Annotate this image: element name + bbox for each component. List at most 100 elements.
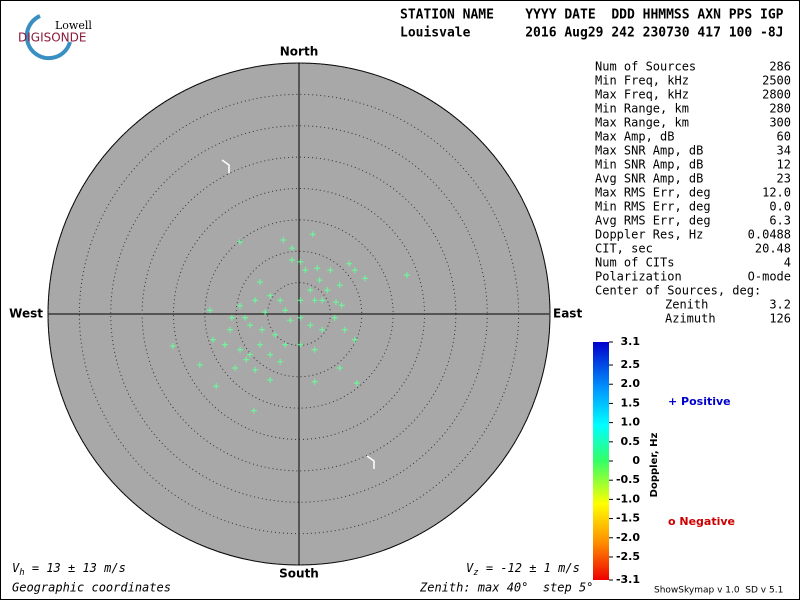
stat-value: 4 (784, 256, 791, 270)
source-point (302, 267, 309, 274)
stat-label: Polarization (595, 270, 682, 284)
source-point (226, 326, 233, 333)
stat-label: Max Range, km (595, 116, 689, 130)
coords: Geographic coordinates (12, 581, 171, 595)
source-point (267, 351, 274, 358)
source-point (282, 307, 289, 314)
center-value: 126 (769, 312, 791, 326)
vh-symbol: V (12, 561, 20, 575)
source-point (282, 341, 289, 348)
source-point (247, 351, 254, 358)
header-columns: STATION NAME YYYY DATE DDD HHMMSS AXN PP… (400, 8, 784, 23)
vz-text: = -12 ± 1 m/s (479, 561, 580, 575)
stat-value: O-mode (748, 270, 791, 284)
source-point (351, 336, 358, 343)
stat-value: 6.3 (769, 214, 791, 228)
stat-value: 0.0 (769, 200, 791, 214)
colorbar-tick-label: -2.5 (616, 550, 640, 563)
stat-label: Num of CITs (595, 256, 674, 270)
west: West (9, 307, 43, 321)
colorbar-tick-label: 2.5 (621, 358, 641, 371)
stat-value: 60 (777, 130, 791, 144)
source-point (351, 267, 358, 274)
source-point (252, 366, 259, 373)
source-point (297, 314, 304, 321)
source-point (338, 302, 345, 309)
stat-value: 2800 (762, 88, 791, 102)
colorbar-tick-label: -2.0 (616, 531, 640, 544)
source-point (327, 267, 334, 274)
stat-value: 0.0488 (748, 228, 791, 242)
source-point (242, 314, 249, 321)
stat-label: Doppler Res, Hz (595, 228, 703, 242)
source-point (297, 341, 304, 348)
source-point (314, 265, 321, 272)
logo-swoosh (24, 14, 72, 61)
source-point (333, 299, 340, 306)
source-point (267, 376, 274, 383)
source-point (311, 297, 318, 304)
colorbar-tick-label: -0.5 (616, 473, 640, 486)
stat-label: Avg SNR Amp, dB (595, 172, 703, 186)
colorbar-tick-label: 2.0 (621, 377, 641, 390)
colorbar-tick-label: -1.0 (616, 492, 640, 505)
zenith-ring (235, 250, 363, 378)
source-point (331, 314, 338, 321)
legend-positive: + Positive (668, 395, 731, 408)
logo-bottom: DIGISONDE (18, 31, 86, 45)
source-point (252, 297, 259, 304)
source-point (196, 361, 203, 368)
colorbar-tick-label: 0.5 (621, 435, 641, 448)
stat-value: 300 (769, 116, 791, 130)
source-point (247, 322, 254, 329)
zenith-ring (47, 62, 551, 566)
center-label: Zenith (665, 298, 708, 312)
vz: Vz = -12 ± 1 m/s (466, 561, 580, 578)
source-point (277, 358, 284, 365)
stat-value: 23 (777, 172, 791, 186)
source-point (336, 282, 343, 289)
stat-value: 2500 (762, 74, 791, 88)
center-title: Center of Sources, deg: (595, 284, 761, 298)
stat-label: Max SNR Amp, dB (595, 144, 703, 158)
source-point (272, 331, 279, 338)
zenith-ring (267, 282, 331, 346)
north: North (280, 45, 318, 59)
colorbar-tick-label: -1.5 (616, 512, 640, 525)
stat-value: 12 (777, 158, 791, 172)
stat-label: Max Amp, dB (595, 130, 674, 144)
source-point (213, 383, 220, 390)
stat-label: Min RMS Err, deg (595, 200, 711, 214)
source-point (307, 322, 314, 329)
east: East (553, 307, 582, 321)
colorbar-tick-label: 1.5 (621, 396, 641, 409)
source-point (316, 277, 323, 284)
stat-label: Num of Sources (595, 60, 696, 74)
source-point (228, 314, 235, 321)
colorbar-tick-label: 1.0 (621, 416, 641, 429)
source-point (319, 297, 326, 304)
source-point (403, 272, 410, 279)
source-point (257, 341, 264, 348)
source-point (206, 307, 213, 314)
source-point (280, 236, 287, 243)
source-point (267, 292, 274, 299)
source-point (346, 260, 353, 267)
source-point (237, 238, 244, 245)
source-point (311, 378, 318, 385)
source-point (258, 326, 265, 333)
stat-value: 12.0 (762, 186, 791, 200)
source-point (237, 346, 244, 353)
source-point (257, 278, 264, 285)
version: ShowSkymap v 1.0 SD v 5.1 (654, 586, 783, 596)
vz-symbol: V (466, 561, 474, 575)
header-values: Louisvale 2016 Aug29 242 230730 417 100 … (400, 26, 784, 41)
vh-sub: h (19, 568, 24, 578)
source-point (336, 364, 343, 371)
vh-text: = 13 ± 13 m/s (25, 561, 126, 575)
colorbar-tick-label: -3.1 (616, 573, 640, 586)
source-point (231, 364, 238, 371)
stat-value: 280 (769, 102, 791, 116)
source-point (319, 326, 326, 333)
logo-top: Lowell (55, 19, 92, 32)
